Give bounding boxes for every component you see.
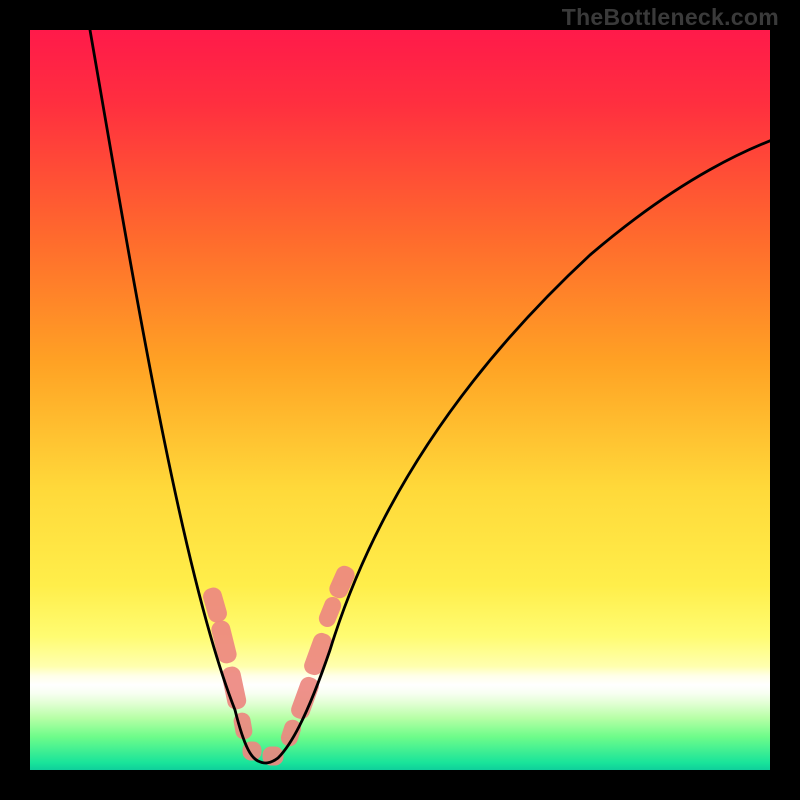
curve-layer (0, 0, 800, 800)
bottleneck-curve (90, 30, 800, 763)
watermark-text: TheBottleneck.com (562, 4, 779, 31)
marker-1 (210, 619, 238, 664)
marker-10 (327, 564, 356, 601)
chart-root: TheBottleneck.com (0, 0, 800, 800)
data-markers (202, 564, 357, 765)
